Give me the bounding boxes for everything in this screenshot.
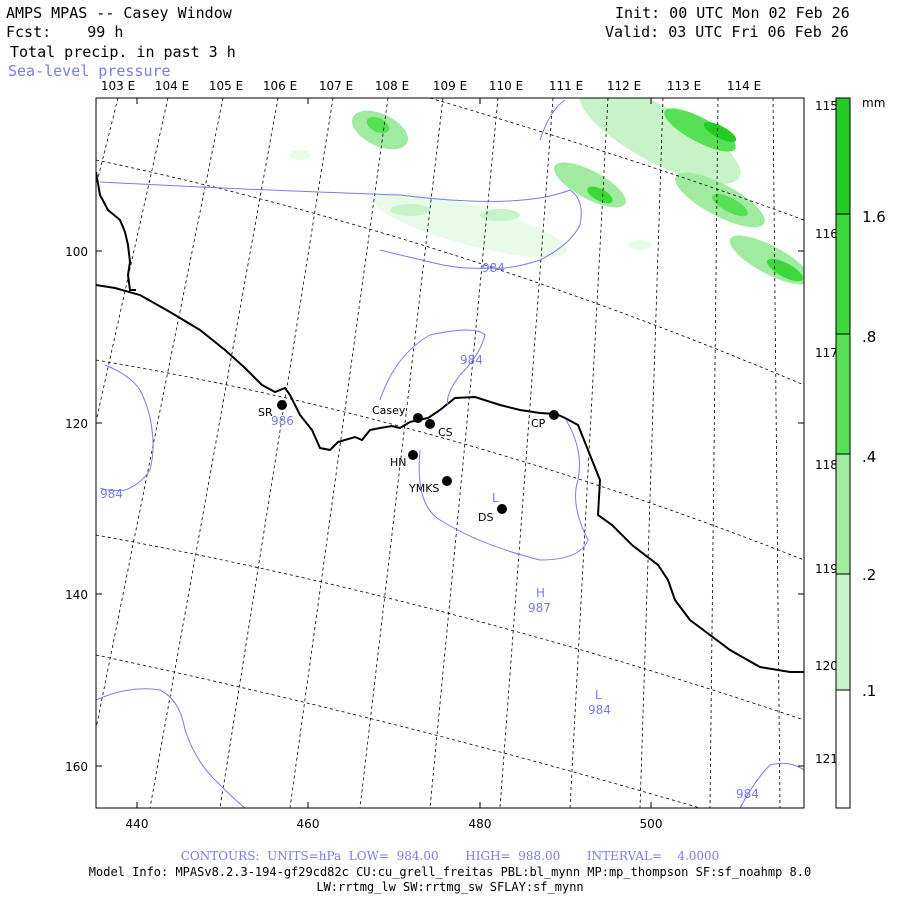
contour-label: 984: [588, 703, 611, 717]
model-info: Model Info: MPASv8.2.3-194-gf29cd82c CU:…: [88, 865, 812, 879]
lon-label: 111 E: [549, 79, 583, 93]
colorbar-label: .4: [862, 448, 876, 466]
colorbar-label: .8: [862, 328, 876, 346]
x-axis-labels: 440 460 480 500: [126, 817, 663, 831]
contour-label: 987: [528, 601, 551, 615]
colorbar-label: .1: [862, 682, 876, 700]
colorbar-segment: [836, 98, 850, 214]
lon-label: 113 E: [667, 79, 701, 93]
station-marker: [497, 504, 507, 514]
contours-info: CONTOURS: UNITS=hPa LOW= 984.00 HIGH= 98…: [180, 849, 720, 863]
x-tick-label: 500: [640, 817, 663, 831]
colorbar-unit: mm: [862, 96, 885, 110]
product-name: Total precip. in past 3 h: [10, 43, 236, 61]
model-info-physics: LW:rrtmg_lw SW:rrtmg_sw SFLAY:sf_mynn: [316, 880, 584, 894]
station-label: Casey: [372, 404, 406, 417]
station-marker: [413, 413, 423, 423]
top-longitude-labels: 103 E 104 E 105 E 106 E 107 E 108 E 109 …: [101, 79, 761, 93]
lon-label: 114 E: [727, 79, 761, 93]
contour-label: 986: [271, 414, 294, 428]
colorbar-segment: [836, 454, 850, 574]
lon-label: 106 E: [263, 79, 297, 93]
pressure-centers: L H L: [492, 491, 602, 702]
parallel-lines: [96, 98, 804, 808]
colorbar-frame: [835, 97, 851, 809]
colorbar: mm 1.6 .8 .4 .2 .1: [835, 96, 886, 809]
lon-label: 108 E: [375, 79, 409, 93]
low-center-label: L: [492, 491, 499, 505]
contour-label: 984: [100, 487, 123, 501]
x-tick-label: 440: [126, 817, 149, 831]
coastline: [96, 171, 804, 673]
contour-labels: 984 984 986 984 987 984 984: [100, 261, 759, 801]
station-label: YMKS: [408, 482, 439, 495]
station-marker: [277, 400, 287, 410]
station-label: SR: [258, 406, 273, 419]
meridian-lines: [96, 98, 781, 808]
lon-label: 107 E: [319, 79, 353, 93]
plot-frame: [95, 97, 805, 809]
forecast-hour: Fcst: 99 h: [6, 23, 124, 41]
init-time: Init: 00 UTC Mon 02 Feb 26: [615, 4, 850, 22]
lon-label: 104 E: [155, 79, 189, 93]
x-tick-label: 460: [297, 817, 320, 831]
pressure-contours: [96, 99, 804, 808]
station-label: DS: [478, 511, 493, 524]
lon-label: 112 E: [607, 79, 641, 93]
colorbar-segment: [836, 690, 850, 808]
station-label: CP: [531, 417, 546, 430]
lon-label: 103 E: [101, 79, 135, 93]
contour-label: 984: [736, 787, 759, 801]
high-center-label: H: [536, 586, 545, 600]
lon-label: 110 E: [489, 79, 523, 93]
x-tick-label: 480: [469, 817, 492, 831]
colorbar-segment: [836, 214, 850, 334]
colorbar-segment: [836, 574, 850, 690]
precip-shading: [290, 98, 804, 285]
y-tick-label: 100: [65, 245, 88, 259]
station-label: HN: [390, 456, 407, 469]
colorbar-label: .2: [862, 566, 876, 584]
y-tick-label: 160: [65, 760, 88, 774]
stations: SR Casey CS CP HN YMKS DS: [258, 400, 559, 524]
station-marker: [425, 419, 435, 429]
map-title: AMPS MPAS -- Casey Window: [6, 4, 232, 22]
low-center-label: L: [595, 688, 602, 702]
station-marker: [408, 450, 418, 460]
contour-field-name: Sea-level pressure: [8, 62, 171, 80]
axis-ticks: [96, 98, 804, 808]
lon-label: 105 E: [209, 79, 243, 93]
y-axis-labels: 100 120 140 160: [65, 245, 88, 774]
contour-label: 984: [482, 261, 505, 275]
y-tick-label: 140: [65, 588, 88, 602]
station-label: CS: [438, 426, 453, 439]
station-marker: [549, 410, 559, 420]
valid-time: Valid: 03 UTC Fri 06 Feb 26: [605, 23, 849, 41]
colorbar-label: 1.6: [862, 208, 886, 226]
y-tick-label: 120: [65, 417, 88, 431]
colorbar-segment: [836, 334, 850, 454]
station-marker: [442, 476, 452, 486]
contour-label: 984: [460, 353, 483, 367]
lon-label: 109 E: [433, 79, 467, 93]
